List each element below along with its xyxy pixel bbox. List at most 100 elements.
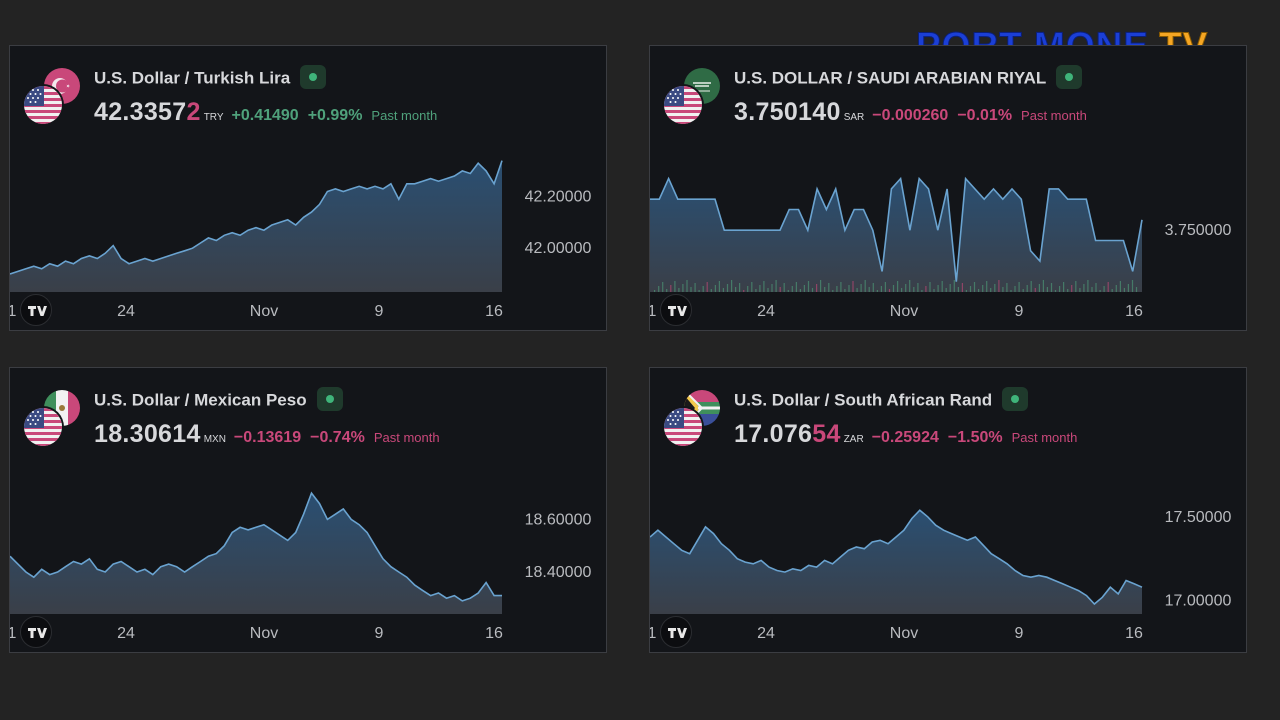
volume-bar: [941, 281, 943, 292]
volume-bar: [957, 287, 959, 292]
volume-bar: [913, 287, 915, 292]
volume-bar: [1018, 282, 1020, 292]
flag-pair: [24, 68, 86, 128]
volume-bar: [973, 282, 976, 292]
live-status-icon: [1002, 387, 1029, 411]
volume-bar: [718, 281, 720, 292]
currency-card[interactable]: U.S. Dollar / Mexican Peso 18.30614 MXN −0…: [9, 367, 607, 653]
x-tick-label: 16: [1125, 303, 1143, 320]
volume-bar: [1026, 285, 1028, 292]
volume-bar: [1103, 286, 1105, 292]
volume-bar: [1127, 284, 1129, 292]
volume-bar: [1095, 283, 1097, 292]
live-status-icon: [300, 65, 327, 89]
x-tick-label: 1: [10, 303, 17, 320]
volume-bars: [654, 280, 1138, 292]
price-chart[interactable]: 18.60000 18.40000 1 24 Nov 9 16: [10, 368, 608, 654]
price-area: [10, 493, 502, 614]
change-absolute: −0.000260: [872, 107, 949, 124]
volume-bar: [747, 286, 749, 292]
volume-bar: [807, 281, 810, 292]
price-line: [650, 176, 1143, 282]
volume-bar: [986, 281, 988, 292]
change-absolute: +0.41490: [231, 107, 299, 124]
currency-card[interactable]: U.S. DOLLAR / SAUDI ARABIAN RIYAL 3.7501…: [649, 45, 1247, 331]
volume-bar: [739, 283, 741, 292]
volume-bar: [698, 290, 700, 292]
tradingview-logo-icon[interactable]: [660, 294, 692, 326]
quote-line: 42.33572 TRY +0.41490 +0.99% Past month: [94, 98, 437, 127]
volume-bar: [686, 280, 688, 292]
volume-bar: [856, 288, 858, 292]
y-tick-label: 42.00000: [525, 240, 592, 257]
volume-bar: [666, 289, 668, 292]
volume-bar: [654, 290, 656, 292]
volume-bar: [888, 289, 891, 292]
volume-bar: [852, 281, 854, 292]
volume-bar: [1067, 289, 1069, 292]
volume-bar: [674, 281, 676, 292]
volume-bar: [949, 284, 951, 292]
volume-bar: [1006, 283, 1008, 292]
currency-code: TRY: [203, 112, 224, 123]
currency-code: SAR: [843, 112, 865, 123]
price-chart[interactable]: 42.20000 42.00000 1 24 Nov 9 16: [10, 46, 608, 332]
currency-card[interactable]: U.S. Dollar / South African Rand 17.0765…: [649, 367, 1247, 653]
volume-bar: [1054, 290, 1057, 292]
x-tick-label: 16: [485, 303, 503, 320]
quote-line: 18.30614 MXN −0.13619 −0.74% Past month: [94, 420, 440, 449]
price-chart[interactable]: 17.50000 17.00000 1 24 Nov 9 16: [650, 368, 1248, 654]
volume-bar: [1034, 288, 1036, 292]
period-label: Past month: [1021, 108, 1087, 123]
volume-bar: [969, 286, 972, 292]
currency-code: ZAR: [843, 434, 864, 445]
volume-bar: [1063, 282, 1065, 292]
x-tick-label: 16: [485, 625, 503, 642]
volume-bar: [1010, 290, 1012, 292]
tradingview-logo-icon[interactable]: [20, 294, 52, 326]
volume-bar: [1119, 281, 1121, 292]
x-tick-label: 24: [757, 303, 775, 320]
volume-bar: [775, 280, 777, 292]
volume-bar: [763, 281, 765, 292]
change-percent: −0.74%: [310, 429, 365, 446]
pair-title: U.S. Dollar / South African Rand: [734, 387, 1029, 413]
volume-bar: [892, 285, 895, 292]
volume-bar: [872, 283, 874, 292]
currency-card[interactable]: U.S. Dollar / Turkish Lira 42.33572 TRY +0…: [9, 45, 607, 331]
usa-flag-icon: [664, 408, 702, 446]
live-status-icon: [1056, 65, 1083, 89]
period-label: Past month: [371, 108, 438, 123]
price-chart[interactable]: 3.750000 1 24 Nov 9 16: [650, 46, 1248, 332]
volume-bar: [1046, 287, 1048, 292]
volume-bar: [662, 282, 664, 292]
quote-line: 17.07654 ZAR −0.25924 −1.50% Past month: [734, 420, 1077, 449]
volume-bar: [945, 288, 947, 292]
volume-bar: [779, 287, 781, 292]
volume-bar: [1075, 281, 1077, 292]
y-tick-label: 18.60000: [525, 511, 592, 528]
volume-bar: [1123, 288, 1125, 292]
x-tick-label: 24: [757, 625, 775, 642]
change-percent: +0.99%: [307, 107, 363, 124]
volume-bar: [694, 283, 696, 292]
price: 3.750140: [734, 98, 841, 126]
tradingview-logo-icon[interactable]: [660, 616, 692, 648]
volume-bar: [1099, 290, 1101, 292]
volume-bar: [905, 284, 907, 292]
volume-bar: [965, 290, 967, 292]
y-tick-label: 17.50000: [1165, 509, 1232, 526]
price-area: [10, 160, 502, 292]
currency-code: MXN: [203, 434, 226, 445]
x-tick-label: Nov: [890, 625, 918, 642]
volume-bar: [1014, 286, 1016, 292]
tradingview-logo-icon[interactable]: [20, 616, 52, 648]
volume-bar: [803, 285, 805, 292]
volume-bar: [1115, 285, 1117, 292]
change-absolute: −0.25924: [871, 429, 939, 446]
volume-bar: [783, 283, 785, 292]
x-tick-label: 9: [375, 625, 384, 642]
flag-pair: [664, 390, 726, 450]
price: 18.30614: [94, 420, 201, 448]
volume-bar: [937, 285, 939, 292]
